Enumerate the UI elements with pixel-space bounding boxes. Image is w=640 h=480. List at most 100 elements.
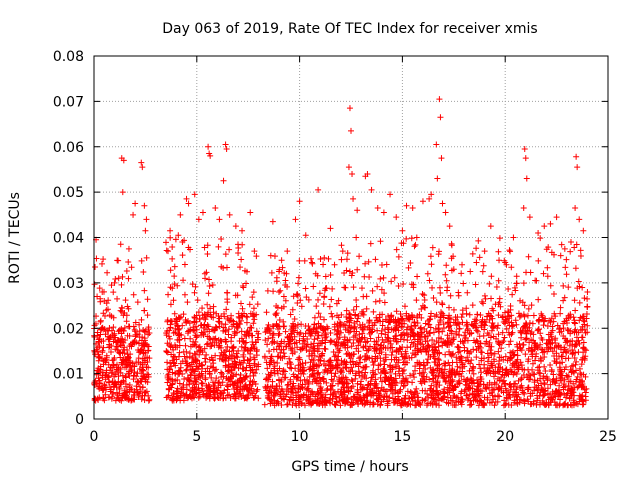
data-point	[535, 257, 542, 264]
data-point	[287, 311, 294, 318]
data-point	[491, 386, 498, 393]
data-point	[103, 386, 110, 393]
data-point	[223, 306, 230, 313]
data-point	[202, 358, 209, 365]
data-point	[195, 394, 202, 401]
data-point	[456, 348, 463, 355]
data-point	[285, 381, 292, 388]
data-point	[384, 400, 391, 407]
data-point	[333, 393, 340, 400]
data-point	[565, 348, 572, 355]
data-point	[540, 400, 547, 407]
data-point	[322, 362, 329, 369]
data-point	[191, 318, 198, 325]
data-point	[310, 372, 317, 379]
data-point	[512, 317, 519, 324]
data-point	[547, 399, 554, 406]
data-point	[444, 389, 451, 396]
data-point	[483, 385, 490, 392]
data-point	[130, 391, 137, 398]
data-point	[313, 303, 320, 310]
data-point	[186, 378, 193, 385]
data-point	[203, 269, 210, 276]
data-point	[112, 397, 119, 404]
data-point	[570, 369, 577, 376]
data-point	[136, 390, 143, 397]
data-point	[541, 353, 548, 360]
data-point	[251, 362, 258, 369]
data-point	[467, 268, 474, 275]
data-point	[222, 357, 229, 364]
data-point	[419, 397, 426, 404]
data-point	[322, 285, 329, 292]
data-point	[558, 368, 565, 375]
data-point	[377, 374, 384, 381]
data-point	[375, 317, 382, 324]
data-point	[395, 389, 402, 396]
data-point	[141, 335, 148, 342]
data-point	[191, 350, 198, 357]
data-point	[117, 339, 124, 346]
data-point	[584, 303, 591, 310]
data-point	[353, 297, 360, 304]
data-point	[171, 263, 178, 270]
data-point	[187, 387, 194, 394]
data-point	[277, 388, 284, 395]
data-point	[410, 371, 417, 378]
data-point	[306, 366, 313, 373]
data-point	[396, 365, 403, 372]
y-tick-label: 0.08	[53, 49, 84, 65]
data-point	[393, 308, 400, 315]
data-point	[138, 159, 145, 166]
data-point	[272, 390, 279, 397]
data-point	[563, 271, 570, 278]
data-point	[367, 240, 374, 247]
data-point	[97, 317, 104, 324]
data-point	[140, 268, 147, 275]
data-point	[377, 275, 384, 282]
data-point	[381, 290, 388, 297]
data-point	[412, 342, 419, 349]
data-point	[382, 356, 389, 363]
data-point	[567, 239, 574, 246]
data-point	[567, 311, 574, 318]
data-point	[176, 342, 183, 349]
data-point	[404, 388, 411, 395]
data-point	[576, 365, 583, 372]
data-point	[466, 367, 473, 374]
data-point	[578, 377, 585, 384]
data-point	[173, 387, 180, 394]
data-point	[130, 373, 137, 380]
data-point	[333, 364, 340, 371]
data-point	[144, 312, 151, 319]
data-point	[464, 354, 471, 361]
data-point	[220, 373, 227, 380]
data-point	[201, 345, 208, 352]
data-point	[419, 291, 426, 298]
data-point	[528, 401, 535, 408]
data-point	[165, 248, 172, 255]
data-point	[506, 247, 513, 254]
data-point	[99, 372, 106, 379]
data-point	[361, 394, 368, 401]
data-point	[538, 346, 545, 353]
data-point	[565, 382, 572, 389]
data-point	[520, 205, 527, 212]
data-point	[251, 378, 258, 385]
data-point	[561, 294, 568, 301]
data-point	[442, 271, 449, 278]
data-point	[290, 396, 297, 403]
data-point	[448, 397, 455, 404]
data-point	[262, 329, 269, 336]
data-point	[384, 334, 391, 341]
data-point	[487, 223, 494, 230]
data-point	[350, 307, 357, 314]
data-point	[327, 395, 334, 402]
data-point	[142, 389, 149, 396]
data-point	[303, 347, 310, 354]
data-point	[364, 381, 371, 388]
data-point	[573, 358, 580, 365]
data-point	[204, 340, 211, 347]
data-point	[253, 311, 260, 318]
data-point	[477, 340, 484, 347]
